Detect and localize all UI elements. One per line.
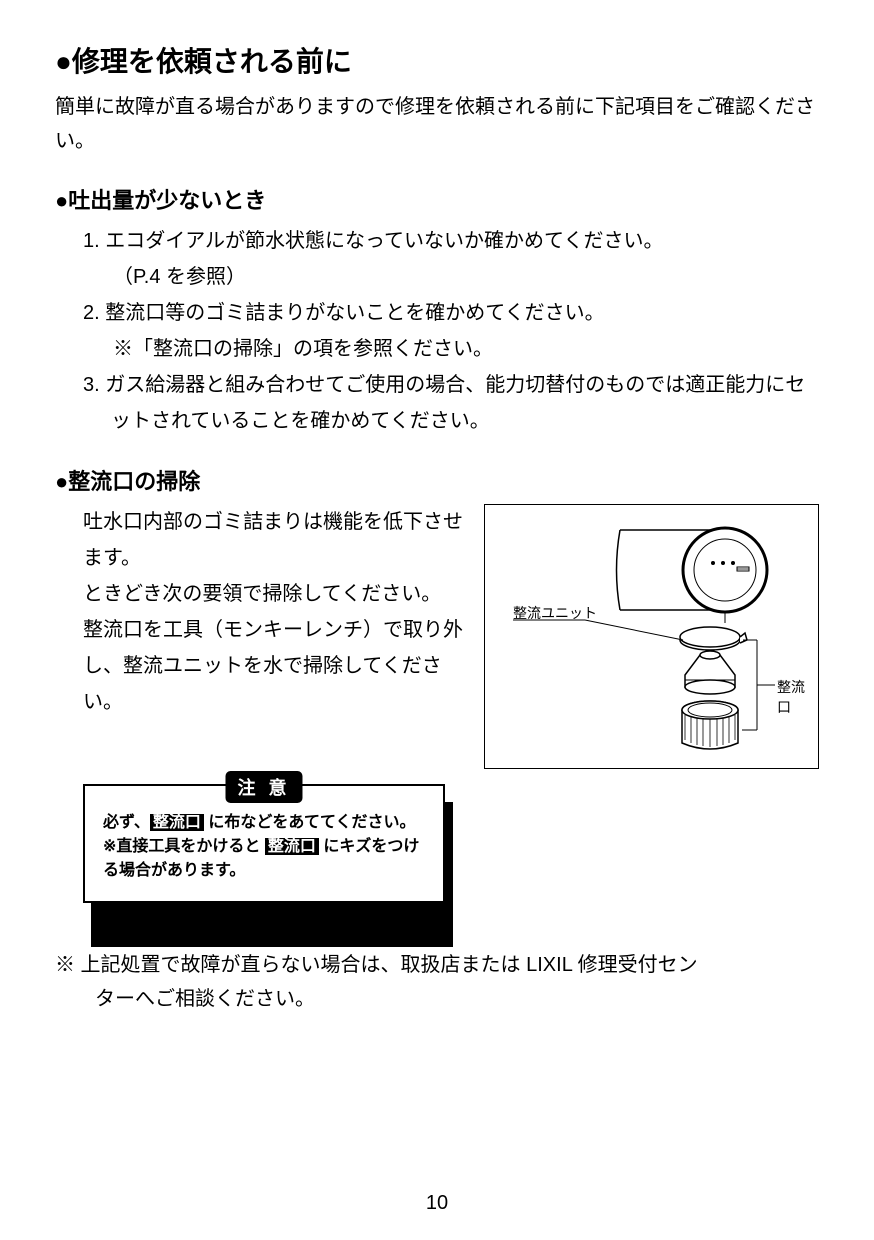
item-sub: ※「整流口の掃除」の項を参照ください。 bbox=[111, 331, 819, 367]
list-item: 1. エコダイアルが節水状態になっていないか確かめてください。 （P.4 を参照… bbox=[83, 223, 819, 295]
intro-text: 簡単に故障が直る場合がありますので修理を依頼される前に下記項目をご確認ください。 bbox=[55, 90, 819, 158]
heading-bullet: ● bbox=[55, 46, 72, 77]
section2-bullet: ● bbox=[55, 469, 68, 494]
caution-line1-post: に布などをあててください。 bbox=[204, 814, 416, 831]
diagram-svg bbox=[485, 505, 818, 768]
item-num: 2. bbox=[83, 302, 100, 324]
section1-list: 1. エコダイアルが節水状態になっていないか確かめてください。 （P.4 を参照… bbox=[55, 223, 819, 439]
section2-heading: ●整流口の掃除 bbox=[55, 464, 819, 496]
diagram: 整流ユニット 整流口 bbox=[484, 504, 819, 769]
item-num: 3. bbox=[83, 374, 100, 396]
item-text: ガス給湯器と組み合わせてご使用の場合、能力切替付のものでは適正能力にセットされて… bbox=[105, 374, 805, 432]
section1-bullet: ● bbox=[55, 188, 68, 213]
list-item: 2. 整流口等のゴミ詰まりがないことを確かめてください。 ※「整流口の掃除」の項… bbox=[83, 295, 819, 367]
item-sub: （P.4 を参照） bbox=[111, 259, 819, 295]
section1-heading: ●吐出量が少ないとき bbox=[55, 183, 819, 215]
diagram-label-unit: 整流ユニット bbox=[513, 603, 597, 623]
caution-line1-pre: 必ず、 bbox=[103, 814, 150, 831]
heading-title: 修理を依頼される前に bbox=[72, 46, 352, 77]
section2-row: 吐水口内部のゴミ詰まりは機能を低下させます。 ときどき次の要領で掃除してください… bbox=[55, 504, 819, 769]
section2-text: 吐水口内部のゴミ詰まりは機能を低下させます。 ときどき次の要領で掃除してください… bbox=[55, 504, 469, 769]
item-text: エコダイアルが節水状態になっていないか確かめてください。 bbox=[105, 230, 663, 252]
item-num: 1. bbox=[83, 230, 100, 252]
caution-content: 必ず、整流口 に布などをあててください。 ※直接工具をかけると 整流口 にキズを… bbox=[103, 811, 425, 883]
caution-box: 注 意 必ず、整流口 に布などをあててください。 ※直接工具をかけると 整流口 … bbox=[83, 784, 453, 903]
caution-line1-inv: 整流口 bbox=[150, 814, 204, 831]
caution-line2-pre: ※直接工具をかけると bbox=[103, 838, 265, 855]
diagram-label-outlet: 整流口 bbox=[777, 677, 818, 717]
section1-title: 吐出量が少ないとき bbox=[68, 188, 266, 213]
list-item: 3. ガス給湯器と組み合わせてご使用の場合、能力切替付のものでは適正能力にセット… bbox=[83, 367, 819, 439]
page-number: 10 bbox=[426, 1192, 448, 1215]
main-heading: ●修理を依頼される前に bbox=[55, 40, 819, 80]
section2-title: 整流口の掃除 bbox=[68, 469, 200, 494]
item-text: 整流口等のゴミ詰まりがないことを確かめてください。 bbox=[105, 302, 604, 324]
footer-note: ※ 上記処置で故障が直らない場合は、取扱店または LIXIL 修理受付センターへ… bbox=[55, 948, 819, 1016]
caution-label: 注 意 bbox=[225, 771, 302, 803]
caution-line2-inv: 整流口 bbox=[265, 838, 319, 855]
